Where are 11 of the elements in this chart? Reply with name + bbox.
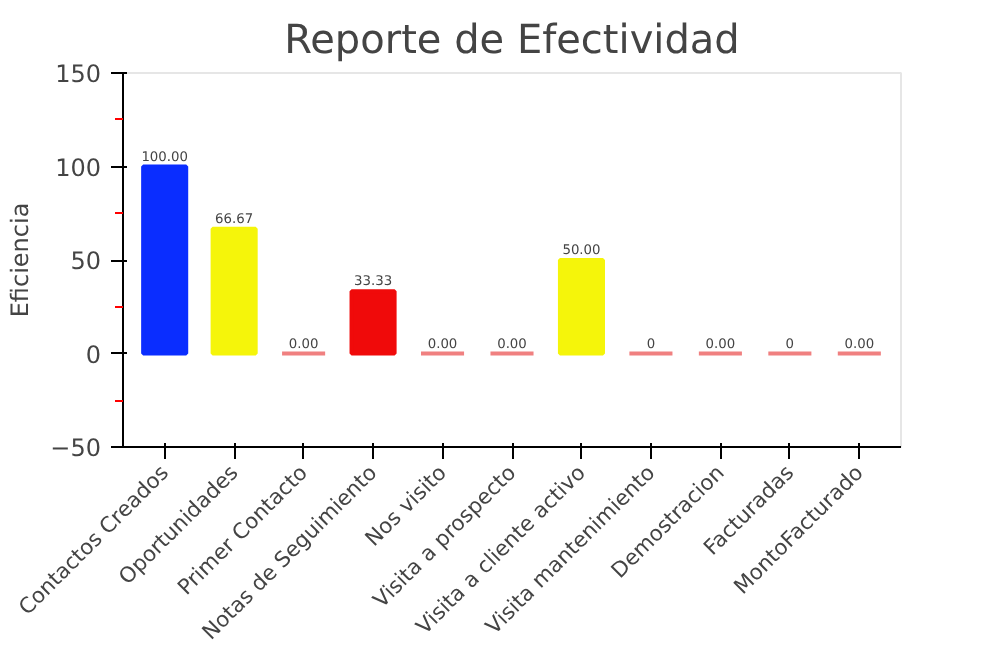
bar bbox=[141, 164, 189, 356]
y-tick-label: 0 bbox=[85, 340, 102, 369]
bar bbox=[349, 289, 397, 356]
bar bbox=[557, 258, 605, 356]
y-axis-title: Eficiencia bbox=[6, 202, 35, 318]
y-tick-label: 150 bbox=[55, 60, 101, 88]
bar bbox=[210, 226, 258, 356]
y-tick-label: 100 bbox=[55, 153, 101, 182]
y-tick-label: 50 bbox=[70, 247, 102, 275]
y-tick-label: −50 bbox=[50, 434, 102, 462]
chart-title: Reporte de Efectividad bbox=[284, 15, 740, 63]
